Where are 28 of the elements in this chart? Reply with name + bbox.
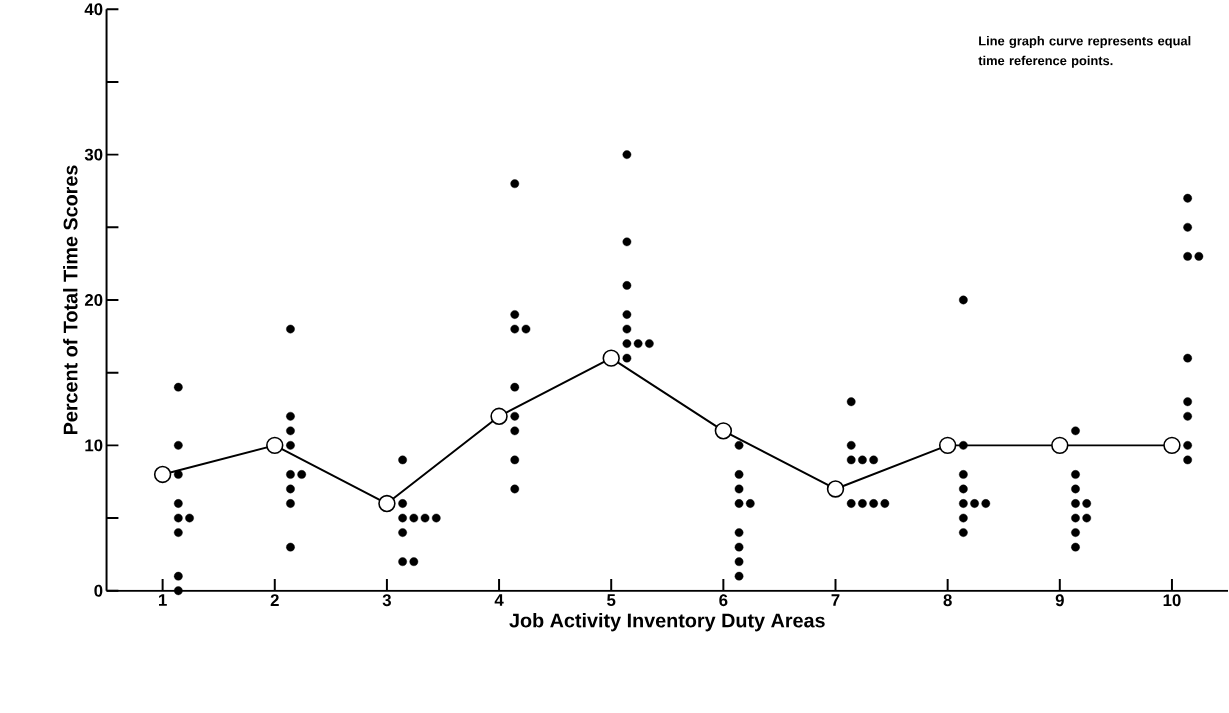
point (1051, 436, 1069, 455)
x-tick-label: 3 (382, 594, 391, 607)
point (153, 465, 172, 484)
point (1163, 436, 1181, 455)
y-tick-label: 40 (84, 3, 103, 16)
point (826, 480, 845, 498)
y-tick-label: 10 (85, 439, 103, 452)
x-tick-label: 1 (159, 594, 167, 606)
y-tick-label: 30 (84, 148, 103, 161)
x-tick-label: 9 (1055, 594, 1064, 607)
point (490, 407, 508, 426)
point (714, 422, 733, 440)
point (266, 436, 284, 455)
x-tick-label: 6 (719, 594, 728, 607)
point (378, 494, 396, 513)
point (602, 349, 620, 367)
x-tick-label: 10 (1163, 594, 1181, 607)
x-axis-title: Job Activity Inventory Duty Areas (509, 613, 825, 632)
x-tick-label: 8 (943, 594, 952, 607)
y-axis-title: Percent of Total Time Scores (63, 165, 78, 435)
point (938, 436, 957, 455)
x-tick-label: 7 (831, 594, 840, 606)
x-tick-label: 2 (270, 594, 279, 607)
y-tick-label: 20 (84, 294, 103, 307)
annotation: Line graph curve represents equal time reference points. (978, 36, 1191, 68)
x-tick-label: 5 (607, 594, 616, 607)
y-tick-label: 0 (94, 584, 103, 597)
x-tick-label: 4 (494, 594, 504, 606)
